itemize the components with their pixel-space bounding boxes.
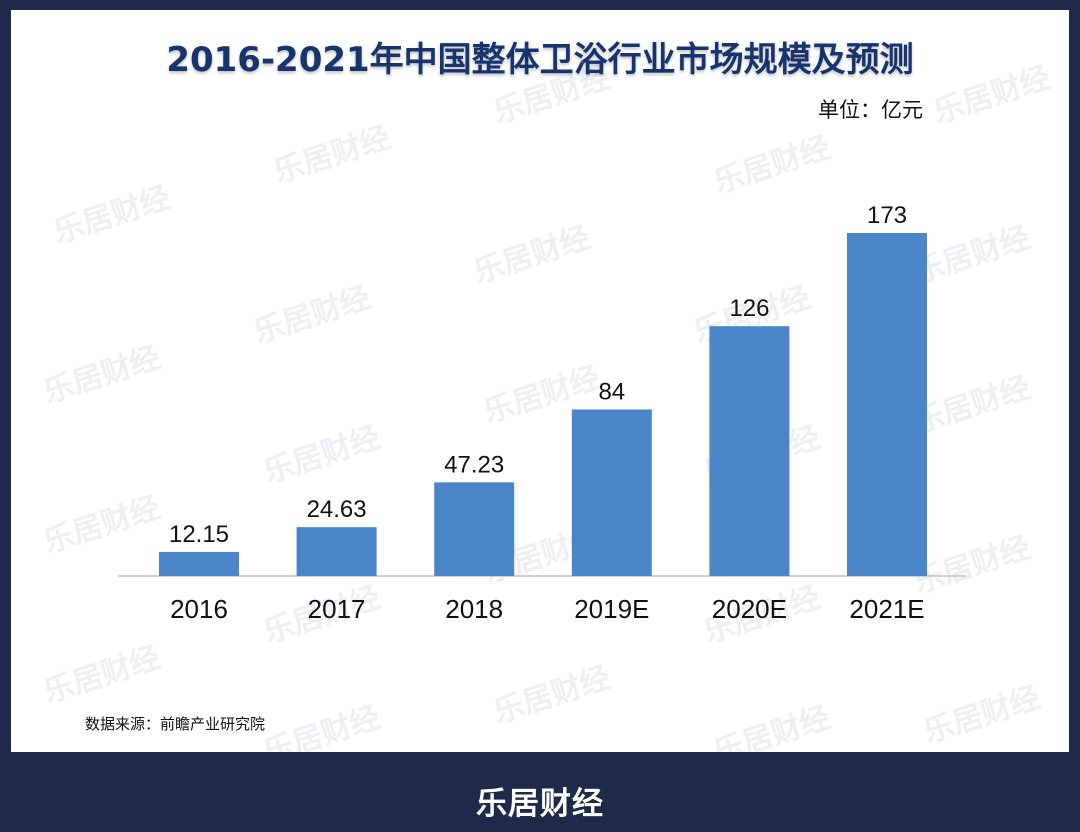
- category-label-2017: 2017: [308, 594, 366, 624]
- chart-card: 乐居财经 乐居财经 乐居财经 乐居财经 乐居财经 乐居财经 乐居财经 乐居财经 乐居财经 乐居财经…: [11, 10, 1069, 752]
- bar-2020E: [709, 326, 790, 576]
- data-label-2016: 12.15: [169, 521, 229, 548]
- bar-2021E: [847, 233, 927, 576]
- category-label-2018: 2018: [445, 594, 503, 624]
- bar-2019E: [571, 409, 652, 576]
- data-source: 数据来源：前瞻产业研究院: [85, 715, 266, 733]
- chart-title: 2016-2021年中国整体卫浴行业市场规模及预测: [166, 40, 914, 80]
- data-label-2019E: 84: [598, 378, 625, 405]
- data-label-2018: 47.23: [444, 451, 504, 478]
- category-label-2020E: 2020E: [712, 594, 787, 624]
- brand-logo: 乐居财经: [476, 786, 604, 822]
- bar-chart: 12.15 2016 24.63 2017 47.23 2018 84 2019E 126 202…: [118, 202, 966, 624]
- bar-2018: [434, 482, 515, 576]
- category-label-2019E: 2019E: [574, 594, 649, 624]
- category-label-2016: 2016: [170, 594, 228, 624]
- data-label-2021E: 173: [867, 202, 907, 229]
- category-label-2021E: 2021E: [849, 594, 924, 624]
- bar-2017: [296, 527, 377, 576]
- bar-2016: [159, 551, 239, 576]
- unit-label: 单位：亿元: [818, 98, 923, 122]
- data-label-2017: 24.63: [307, 496, 367, 523]
- data-label-2020E: 126: [729, 295, 769, 322]
